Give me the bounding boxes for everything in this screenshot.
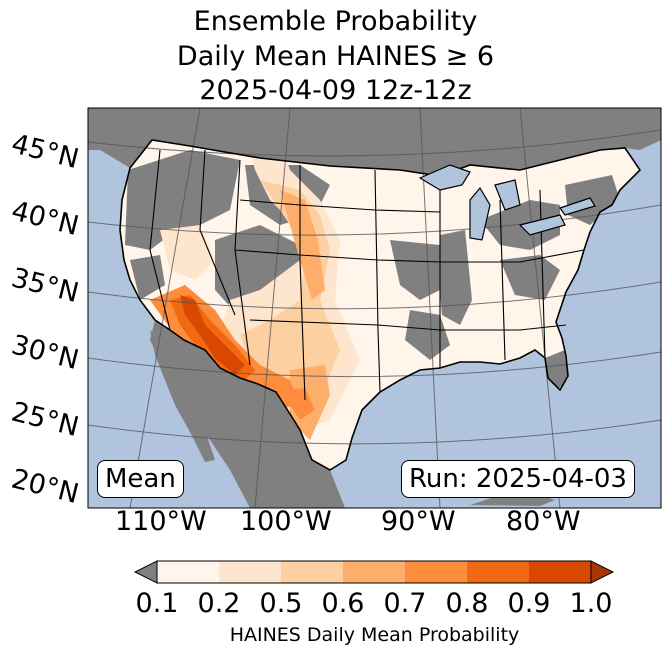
probability-map: [87, 107, 662, 509]
mean-label: Mean: [97, 460, 184, 498]
colorbar-tick-1: 0.2: [197, 588, 241, 619]
title-line-3: 2025-04-09 12z-12z: [199, 75, 472, 106]
colorbar-tick-5: 0.8: [445, 588, 489, 619]
colorbar-cell: [467, 561, 529, 583]
colorbar-frame: [156, 560, 592, 584]
colorbar-tick-0: 0.1: [135, 588, 179, 619]
graticule: [88, 108, 661, 508]
mexico-land: [150, 320, 345, 508]
baja-peninsula: [150, 330, 215, 462]
us-outline: [119, 139, 642, 471]
colorbar-label: HAINES Daily Mean Probability: [229, 624, 520, 646]
lon-label-100: 100°W: [240, 506, 332, 537]
colorbar-over-arrow: [590, 560, 615, 584]
colorbar-cell: [219, 561, 281, 583]
lon-label-90: 90°W: [381, 506, 456, 537]
colorbar-tick-3: 0.6: [321, 588, 365, 619]
title-line-2: Daily Mean HAINES ≥ 6: [176, 41, 495, 72]
colorbar-cell: [157, 561, 219, 583]
colorbar-cell: [405, 561, 467, 583]
great-lakes: [418, 164, 596, 241]
colorbar-tick-7: 1.0: [569, 588, 613, 619]
colorbar-tick-4: 0.7: [383, 588, 427, 619]
canada-land: [88, 108, 661, 176]
state-borders: [149, 149, 585, 401]
run-date-label: Run: 2025-04-03: [401, 460, 635, 498]
colorbar-cell: [529, 561, 591, 583]
lon-label-80: 80°W: [506, 506, 581, 537]
lon-label-110: 110°W: [115, 506, 207, 537]
colorbar-tick-2: 0.5: [259, 588, 303, 619]
colorbar-under-arrow: [133, 560, 158, 584]
colorbar-tick-6: 0.9: [507, 588, 551, 619]
title-line-1: Ensemble Probability: [193, 6, 478, 37]
colorbar-cell: [343, 561, 405, 583]
colorbar-cell: [281, 561, 343, 583]
